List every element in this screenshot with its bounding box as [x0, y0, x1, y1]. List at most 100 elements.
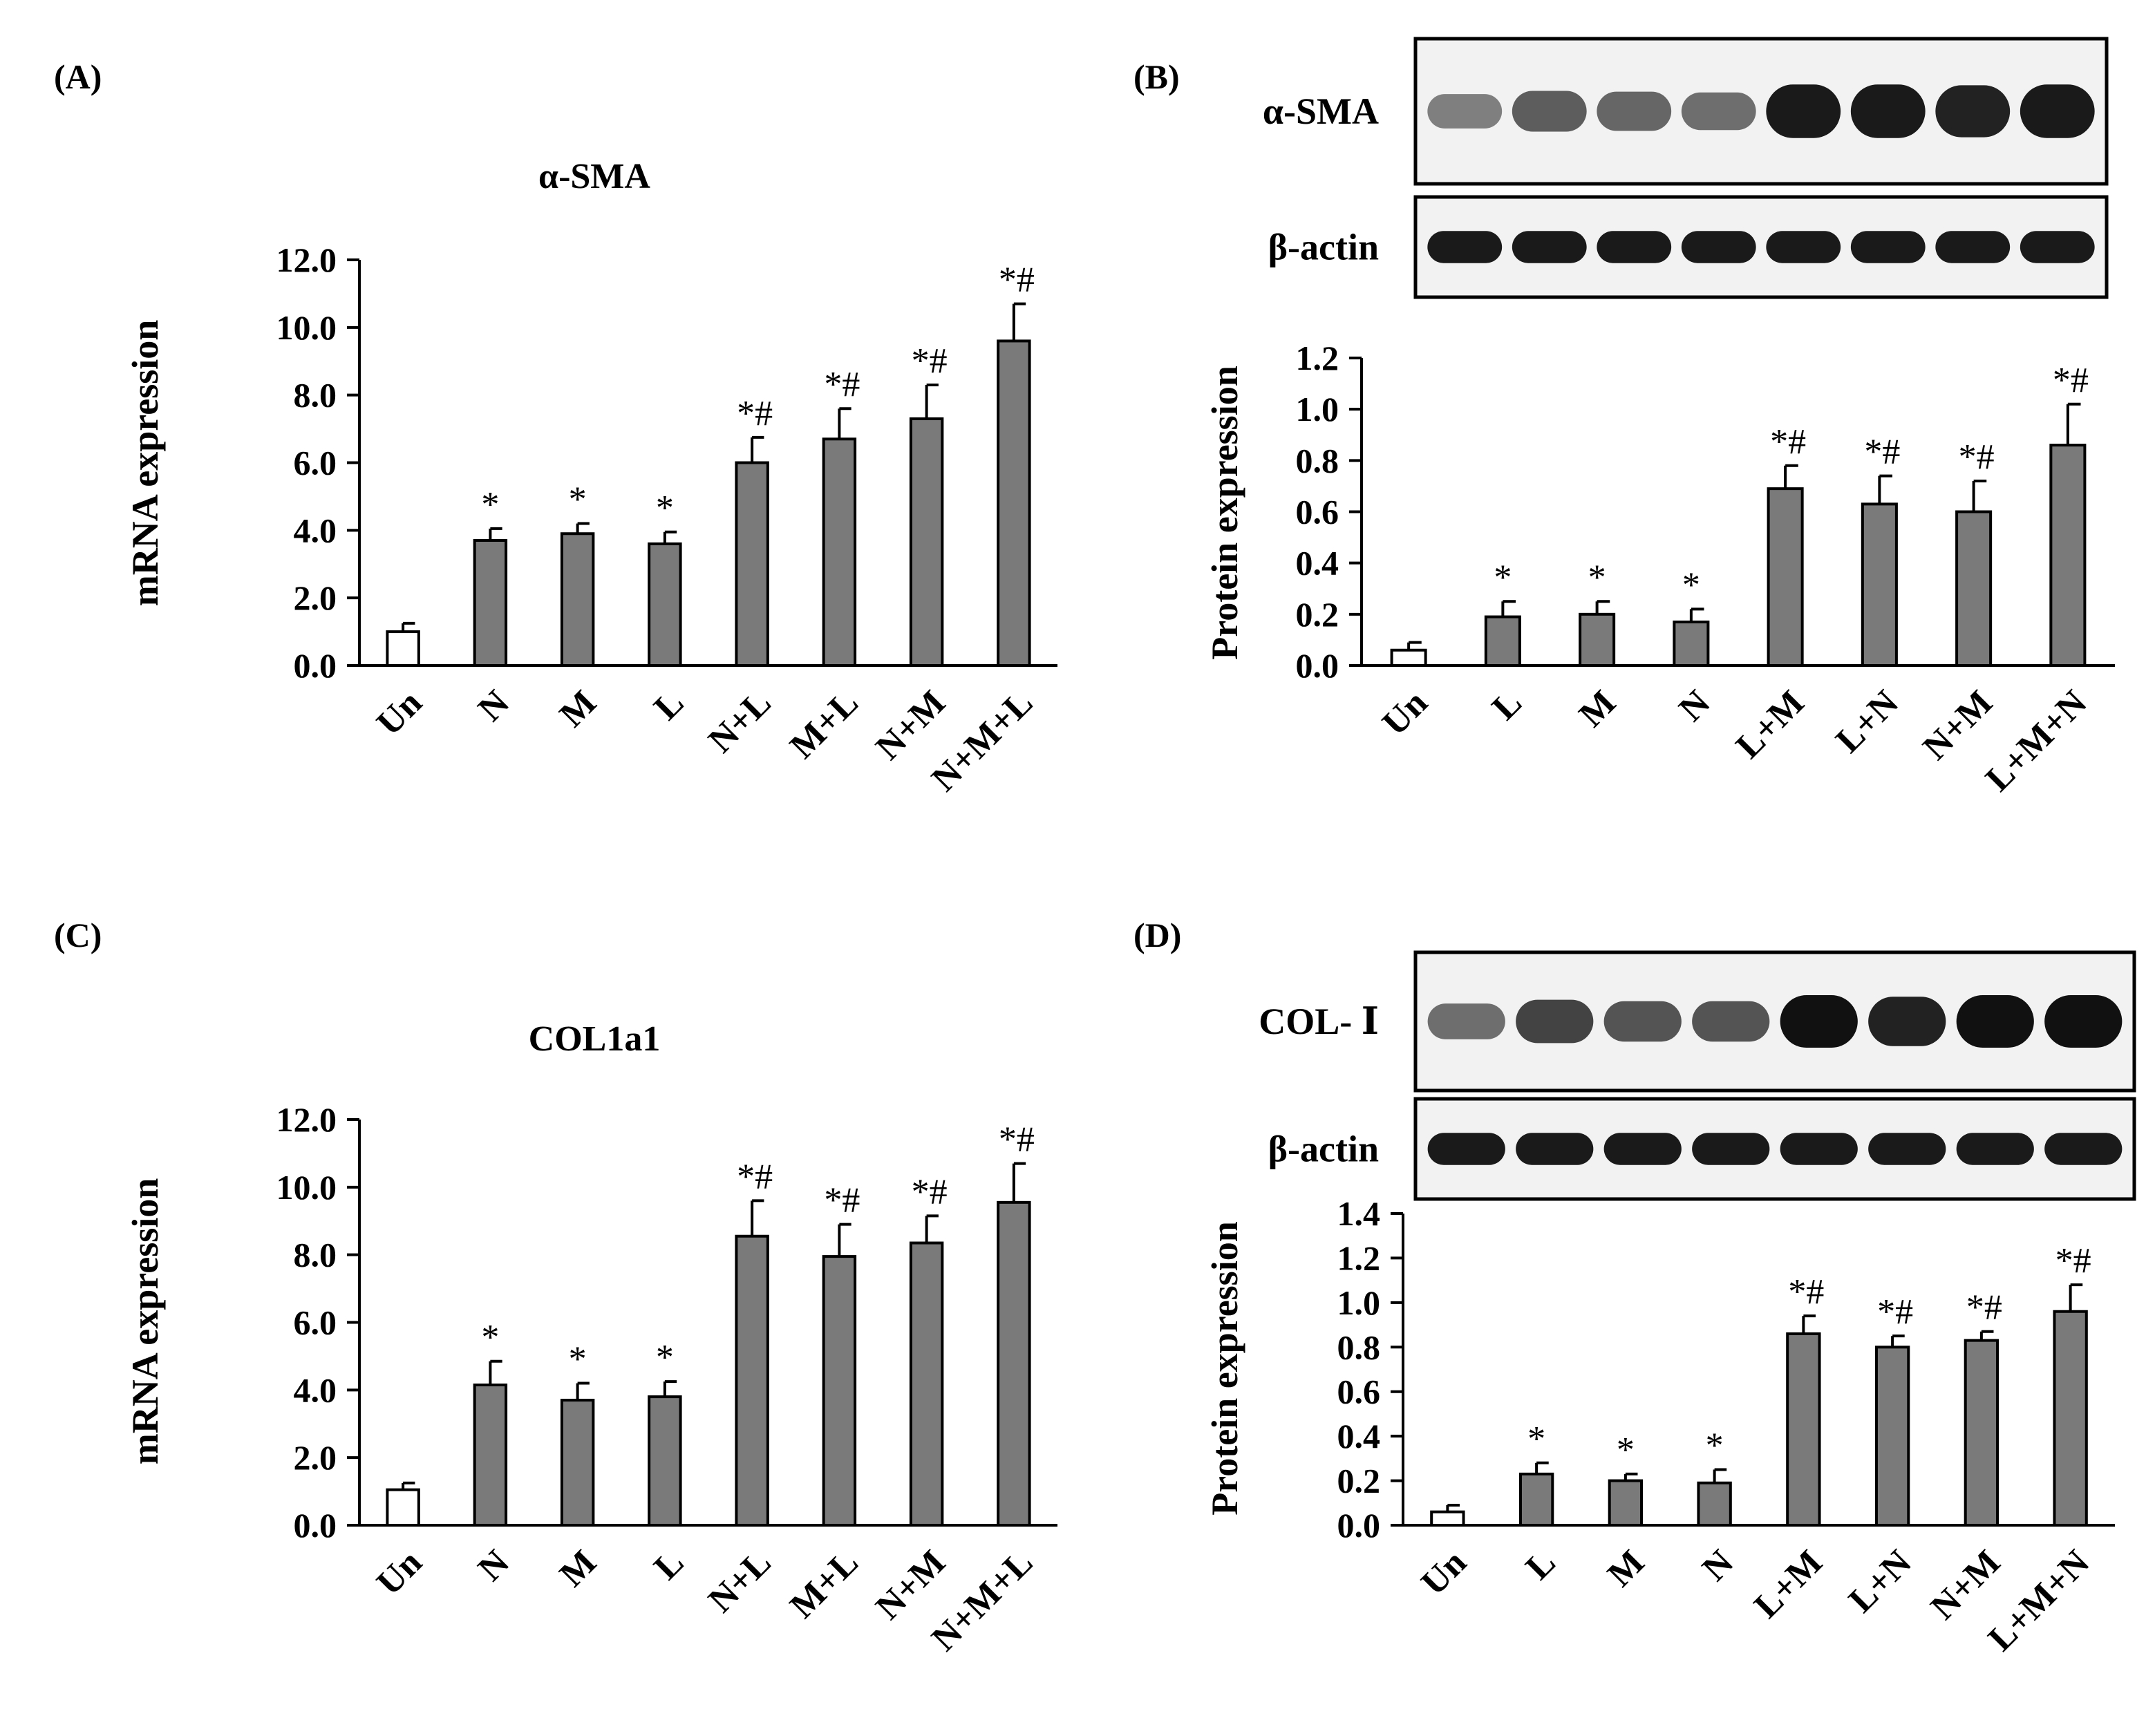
- y-tick-label: 6.0: [294, 444, 337, 482]
- blot-band: [1427, 231, 1503, 263]
- x-tick-label: Un: [369, 683, 429, 743]
- x-tick-label: Un: [1375, 683, 1435, 743]
- y-tick-label: 0.2: [1337, 1462, 1381, 1500]
- y-tick-label: 0.2: [1296, 595, 1339, 634]
- panel-label: (A): [54, 57, 102, 96]
- y-tick-label: 10.0: [276, 308, 337, 347]
- blot-band: [1516, 999, 1594, 1044]
- bar: [1767, 487, 1804, 667]
- western-blot: COL- Ⅰ: [1259, 950, 2136, 1093]
- blot-band: [1681, 92, 1756, 131]
- western-blot: α-SMA: [1263, 37, 2109, 186]
- y-tick-label: 4.0: [294, 511, 337, 549]
- x-tick-label: N: [471, 1542, 517, 1589]
- bar: [1955, 510, 1993, 667]
- significance-marker: *#: [912, 1172, 948, 1211]
- bar: [1673, 620, 1710, 667]
- x-tick-label: N: [1695, 1542, 1741, 1589]
- bar: [997, 339, 1031, 667]
- x-tick-label: L+M: [1747, 1542, 1829, 1625]
- significance-marker: *#: [1770, 422, 1806, 462]
- blot-band: [1692, 1001, 1770, 1042]
- x-tick-label: M: [1600, 1542, 1652, 1594]
- bar: [648, 542, 682, 668]
- significance-marker: *#: [1877, 1292, 1913, 1332]
- y-tick-label: 4.0: [294, 1370, 337, 1409]
- bar: [2049, 444, 2087, 667]
- significance-marker: *#: [1788, 1272, 1824, 1312]
- blot-band: [1956, 1133, 2034, 1165]
- y-tick-label: 8.0: [294, 376, 337, 415]
- blot-band: [1780, 995, 1858, 1048]
- panel-label: (C): [54, 916, 102, 954]
- blot-band: [1692, 1133, 1770, 1165]
- bar: [473, 1383, 508, 1527]
- y-tick-label: 0.0: [1337, 1506, 1381, 1545]
- chart-title: COL1a1: [529, 1019, 661, 1059]
- significance-marker: *: [1706, 1426, 1724, 1465]
- bar: [560, 532, 595, 667]
- y-tick-label: 1.2: [1337, 1238, 1381, 1277]
- bar: [1608, 1479, 1644, 1527]
- blot-band: [1512, 231, 1587, 263]
- significance-marker: *#: [2055, 1241, 2091, 1281]
- significance-marker: *#: [824, 365, 860, 404]
- y-axis-label: Protein expression: [1204, 1221, 1245, 1516]
- x-tick-label: Un: [1414, 1542, 1474, 1603]
- bar: [1518, 1472, 1554, 1527]
- significance-marker: *#: [737, 1157, 773, 1196]
- bar: [909, 1241, 944, 1527]
- significance-marker: *#: [2053, 361, 2089, 400]
- significance-marker: *: [1617, 1431, 1635, 1470]
- y-tick-label: 0.4: [1337, 1417, 1381, 1455]
- bar: [1964, 1339, 1999, 1527]
- y-tick-label: 0.8: [1296, 441, 1339, 480]
- bar: [909, 417, 944, 667]
- blot-band: [1427, 94, 1503, 129]
- panel-d: (D) Protein expression 0.0 0.2 0.4 0.6 0.8 1.0 1…: [1133, 916, 2136, 1659]
- blot-band: [1766, 84, 1841, 138]
- significance-marker: *: [1682, 565, 1700, 605]
- blot-band: [1868, 1133, 1946, 1165]
- bar: [997, 1200, 1031, 1527]
- x-tick-label: M+L: [782, 683, 865, 766]
- bar: [822, 1255, 857, 1527]
- x-tick-label: N: [1671, 683, 1718, 729]
- x-tick-label: L: [647, 1542, 692, 1587]
- y-tick-label: 12.0: [276, 1100, 337, 1139]
- blot-label: COL- Ⅰ: [1259, 1001, 1379, 1042]
- significance-marker: *: [569, 480, 587, 520]
- significance-marker: *#: [737, 394, 773, 433]
- blot-band: [2020, 231, 2095, 263]
- blot-band: [2044, 995, 2123, 1048]
- blot-band: [1935, 231, 2011, 263]
- western-blot: β-actin: [1268, 1097, 2136, 1201]
- x-tick-label: L+M: [1729, 683, 1811, 766]
- y-axis-label: mRNA expression: [124, 1178, 166, 1465]
- bar: [1786, 1332, 1821, 1527]
- x-tick-label: L: [647, 683, 692, 728]
- y-tick-label: 1.0: [1296, 390, 1339, 428]
- bar: [1861, 502, 1898, 667]
- y-tick-label: 8.0: [294, 1236, 337, 1274]
- significance-marker: *: [569, 1340, 587, 1379]
- significance-marker: *: [1527, 1419, 1545, 1459]
- significance-marker: *#: [1966, 1288, 2002, 1328]
- blot-band: [1766, 231, 1841, 263]
- blot-band: [1603, 1001, 1682, 1042]
- x-tick-label: N+M: [1916, 683, 2001, 768]
- bar: [735, 1234, 769, 1527]
- significance-marker: *: [481, 485, 499, 525]
- blot-band: [1512, 91, 1587, 132]
- panel-a: (A) α-SMA mRNA expression 0.0 2.0 4.0 6.0 8.0 10…: [54, 57, 1057, 799]
- bar: [735, 461, 769, 667]
- y-tick-label: 12.0: [276, 240, 337, 279]
- blot-band: [2044, 1133, 2123, 1165]
- x-tick-label: N: [471, 683, 517, 729]
- blot-band: [2020, 84, 2095, 138]
- panel-b: (B) Protein expression 0.0 0.2 0.4 0.6 0.8 1.0 1…: [1133, 37, 2115, 799]
- blot-band: [1935, 85, 2011, 138]
- y-tick-label: 0.0: [1296, 646, 1339, 685]
- x-tick-label: L: [1485, 683, 1530, 728]
- bar: [386, 1488, 420, 1527]
